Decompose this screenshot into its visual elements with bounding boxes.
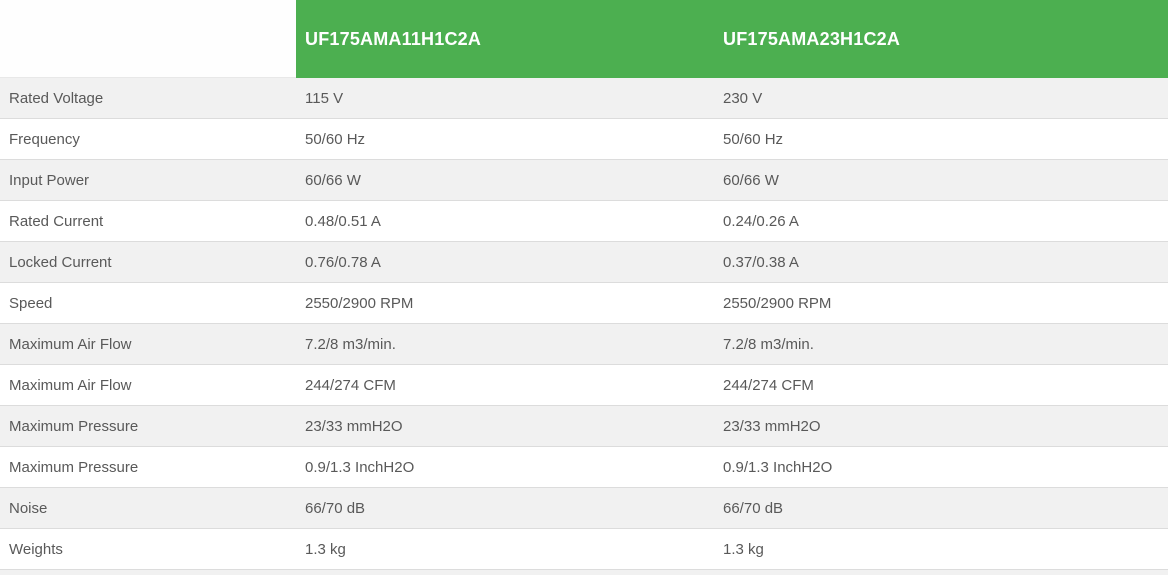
row-value-model-1: 0.9/1.3 InchH2O xyxy=(305,458,415,476)
row-label: Weights xyxy=(9,540,63,558)
row-value-model-1: 244/274 CFM xyxy=(305,376,396,394)
row-value-model-1: 60/66 W xyxy=(305,171,361,189)
row-label: Input Power xyxy=(9,171,90,189)
row-value-model-2: 23/33 mmH2O xyxy=(723,417,821,435)
table-row: Noise 66/70 dB 66/70 dB xyxy=(0,488,1168,529)
row-value-model-1: 23/33 mmH2O xyxy=(305,417,403,435)
row-value-model-1: 1.3 kg xyxy=(305,540,346,558)
table-row: Speed 2550/2900 RPM 2550/2900 RPM xyxy=(0,283,1168,324)
table-row: Weights 1.3 kg 1.3 kg xyxy=(0,529,1168,570)
row-value-model-2: 0.9/1.3 InchH2O xyxy=(723,458,833,476)
row-value-model-2: 60/66 W xyxy=(723,171,779,189)
header-model-2: UF175AMA23H1C2A xyxy=(714,0,1168,78)
table-row: Maximum Pressure 0.9/1.3 InchH2O 0.9/1.3… xyxy=(0,447,1168,488)
table-row: Maximum Air Flow 244/274 CFM 244/274 CFM xyxy=(0,365,1168,406)
row-value-model-2: 50/60 Hz xyxy=(723,130,784,148)
row-value-model-1: 115 V xyxy=(305,89,344,107)
header-model-1: UF175AMA11H1C2A xyxy=(296,0,714,78)
row-value-model-2: 2550/2900 RPM xyxy=(723,294,832,312)
row-value-model-2: 7.2/8 m3/min. xyxy=(723,335,814,353)
row-label: Rated Voltage xyxy=(9,89,104,107)
row-value-model-2: 1.3 kg xyxy=(723,540,764,558)
row-label: Locked Current xyxy=(9,253,112,271)
row-value-model-1: 0.76/0.78 A xyxy=(305,253,381,271)
table-row: Rated Current 0.48/0.51 A 0.24/0.26 A xyxy=(0,201,1168,242)
row-label: Noise xyxy=(9,499,48,517)
row-label: Maximum Air Flow xyxy=(9,335,132,353)
row-value-model-1: 2550/2900 RPM xyxy=(305,294,414,312)
spec-table-header: UF175AMA11H1C2A UF175AMA23H1C2A xyxy=(0,0,1168,78)
row-label: Rated Current xyxy=(9,212,104,230)
row-value-model-2: 66/70 dB xyxy=(723,499,784,517)
table-row: Rated Voltage 115 V 230 V xyxy=(0,78,1168,119)
table-row: Maximum Pressure 23/33 mmH2O 23/33 mmH2O xyxy=(0,406,1168,447)
row-value-model-1: 7.2/8 m3/min. xyxy=(305,335,396,353)
spec-table-body: Rated Voltage 115 V 230 V Frequency 50/6… xyxy=(0,78,1168,570)
row-value-model-2: 244/274 CFM xyxy=(723,376,814,394)
row-value-model-1: 0.48/0.51 A xyxy=(305,212,381,230)
row-label: Maximum Pressure xyxy=(9,417,139,435)
row-label: Speed xyxy=(9,294,53,312)
table-row: Input Power 60/66 W 60/66 W xyxy=(0,160,1168,201)
row-value-model-1: 50/60 Hz xyxy=(305,130,366,148)
row-value-model-2: 230 V xyxy=(723,89,763,107)
row-value-model-2: 0.37/0.38 A xyxy=(723,253,799,271)
table-row: Locked Current 0.76/0.78 A 0.37/0.38 A xyxy=(0,242,1168,283)
header-empty-cell xyxy=(0,0,296,78)
table-row: Maximum Air Flow 7.2/8 m3/min. 7.2/8 m3/… xyxy=(0,324,1168,365)
table-row: Frequency 50/60 Hz 50/60 Hz xyxy=(0,119,1168,160)
row-label: Frequency xyxy=(9,130,80,148)
row-label: Maximum Pressure xyxy=(9,458,139,476)
row-value-model-1: 66/70 dB xyxy=(305,499,366,517)
partial-next-row xyxy=(0,570,1168,575)
row-label: Maximum Air Flow xyxy=(9,376,132,394)
row-value-model-2: 0.24/0.26 A xyxy=(723,212,799,230)
